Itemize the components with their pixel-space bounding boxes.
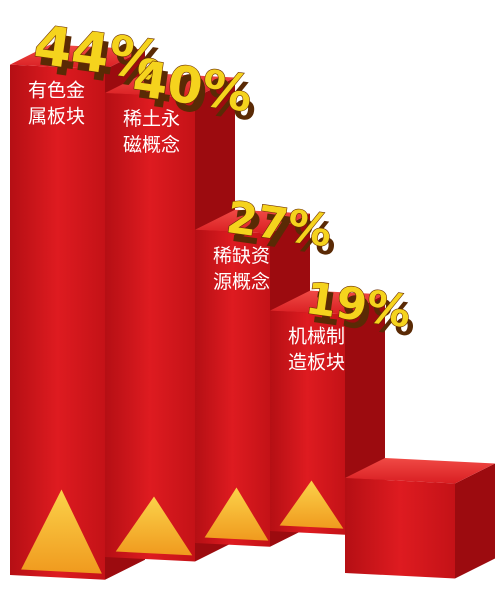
- bar-front-face: [10, 64, 105, 580]
- bar-front-face: [270, 310, 345, 535]
- bars-layer: [10, 44, 495, 580]
- bar-side-face: [455, 463, 495, 579]
- bar-top-face: [270, 290, 385, 315]
- bar-step-4: [270, 290, 385, 535]
- bar-top-face: [10, 44, 145, 70]
- bar-front-face: [195, 229, 270, 547]
- decor-triangle: [21, 489, 102, 574]
- bar-step-base: [345, 458, 495, 579]
- category-label-line: 稀缺资: [213, 245, 270, 267]
- bar-front-face: [105, 93, 195, 562]
- bar-front-face: [345, 478, 455, 579]
- category-label-line: 稀土永: [123, 108, 180, 130]
- decor-triangle: [204, 487, 269, 541]
- category-label-line: 源概念: [213, 270, 270, 293]
- decor-triangle: [279, 480, 344, 529]
- bar-top-face: [345, 458, 495, 484]
- category-label-line: 属板块: [28, 106, 85, 128]
- category-label-line: 机械制: [288, 326, 345, 348]
- category-label-line: 磁概念: [123, 133, 180, 156]
- category-label-line: 有色金: [28, 80, 85, 102]
- category-label-line: 造板块: [288, 352, 345, 374]
- decor-triangle: [115, 496, 193, 556]
- bar-top-face: [105, 73, 235, 98]
- bar-top-face: [195, 209, 310, 234]
